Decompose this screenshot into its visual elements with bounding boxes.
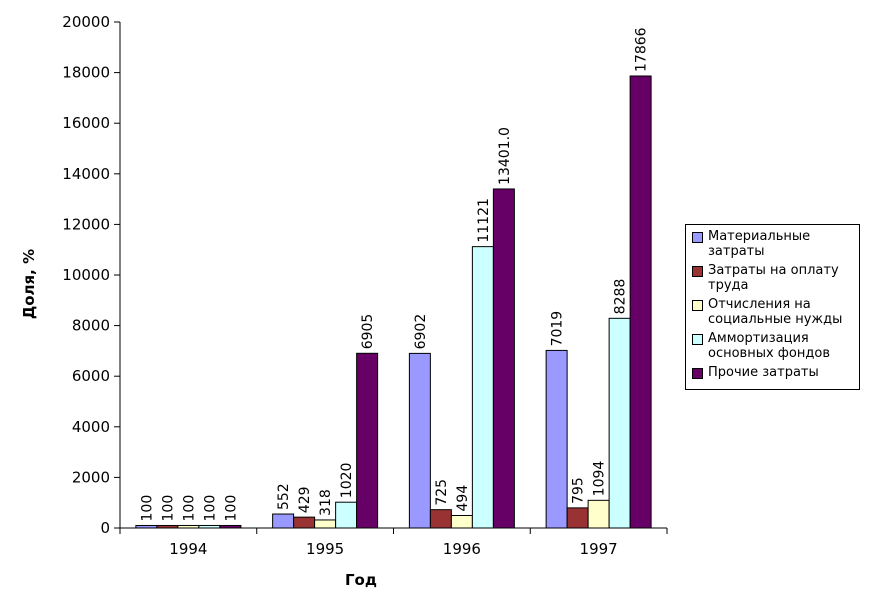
y-tick-label: 2000 [72,468,110,486]
data-label: 100 [223,495,239,522]
data-label: 7019 [550,311,566,347]
legend-label: Затраты на оплату труда [708,263,839,293]
y-tick-label: 16000 [62,114,110,132]
bar [314,519,337,529]
bar [587,499,610,529]
legend-swatch [692,368,703,379]
legend-swatch [692,334,703,345]
data-label: 494 [455,485,471,512]
x-tick-label: 1995 [306,540,344,558]
y-tick-label: 12000 [62,215,110,233]
bar [471,246,494,529]
data-label: 6905 [360,314,376,350]
y-tick-label: 14000 [62,165,110,183]
y-tick-label: 20000 [62,13,110,31]
y-tick-label: 18000 [62,64,110,82]
bar [156,524,179,529]
legend-swatch [692,300,703,311]
x-tick-label: 1997 [580,540,618,558]
bars [135,75,652,529]
data-label: 100 [202,495,218,522]
y-axis: 0 2000 4000 6000 8000 10000 12000 14000 16000 180… [62,13,121,537]
x-axis: 1994 1995 1996 1997 [119,527,668,558]
bar [608,317,631,529]
x-tick-label: 1994 [169,540,207,558]
data-label: 1094 [592,461,608,497]
data-label: 100 [181,495,197,522]
y-tick-label: 6000 [72,367,110,385]
bar [356,352,379,529]
x-tick-label: 1996 [443,540,481,558]
bar [566,507,589,529]
legend-swatch [692,232,703,243]
legend: Материальные затраты Затраты на оплату тр… [685,224,860,390]
legend-label: Отчисления на социальные нужды [708,297,843,327]
y-tick-label: 10000 [62,266,110,284]
legend-item: Затраты на оплату труда [692,263,855,293]
x-axis-title: Год [345,571,377,589]
data-label: 17866 [634,27,650,72]
legend-label: Материальные затраты [708,229,811,259]
y-tick-label: 8000 [72,317,110,335]
legend-label: Аммортизация основных фондов [708,331,830,361]
data-label: 795 [571,477,587,504]
bar [272,513,295,529]
data-label: 11121 [476,198,492,243]
y-tick-label: 4000 [72,418,110,436]
legend-item: Материальные затраты [692,229,855,259]
bar [429,509,452,529]
data-label: 552 [276,483,292,510]
data-label: 429 [297,486,313,513]
data-label: 8288 [613,279,629,315]
bar [198,524,221,529]
bar [135,524,158,529]
data-label: 100 [160,495,176,522]
legend-item: Аммортизация основных фондов [692,331,855,361]
data-label: 318 [318,489,334,516]
data-label: 725 [434,479,450,506]
data-label: 6902 [413,314,429,350]
bar [545,349,568,529]
legend-item: Отчисления на социальные нужды [692,297,855,327]
legend-item: Прочие затраты [692,365,855,380]
data-labels: 100 552 6902 7019 100 429 725 795 100 318 494 1094 1… [139,27,649,521]
data-label: 13401.0 [497,127,513,185]
bar [177,524,200,529]
legend-label: Прочие затраты [708,365,819,380]
bar [629,75,652,529]
bar [450,515,473,529]
bar [335,501,358,529]
y-tick-label: 0 [100,519,110,537]
data-label: 1020 [339,463,355,499]
bar [219,524,242,529]
legend-swatch [692,266,703,277]
y-axis-title: Доля, % [20,249,38,319]
bar [492,188,515,529]
bar [293,516,316,529]
bar [408,352,431,529]
data-label: 100 [139,495,155,522]
